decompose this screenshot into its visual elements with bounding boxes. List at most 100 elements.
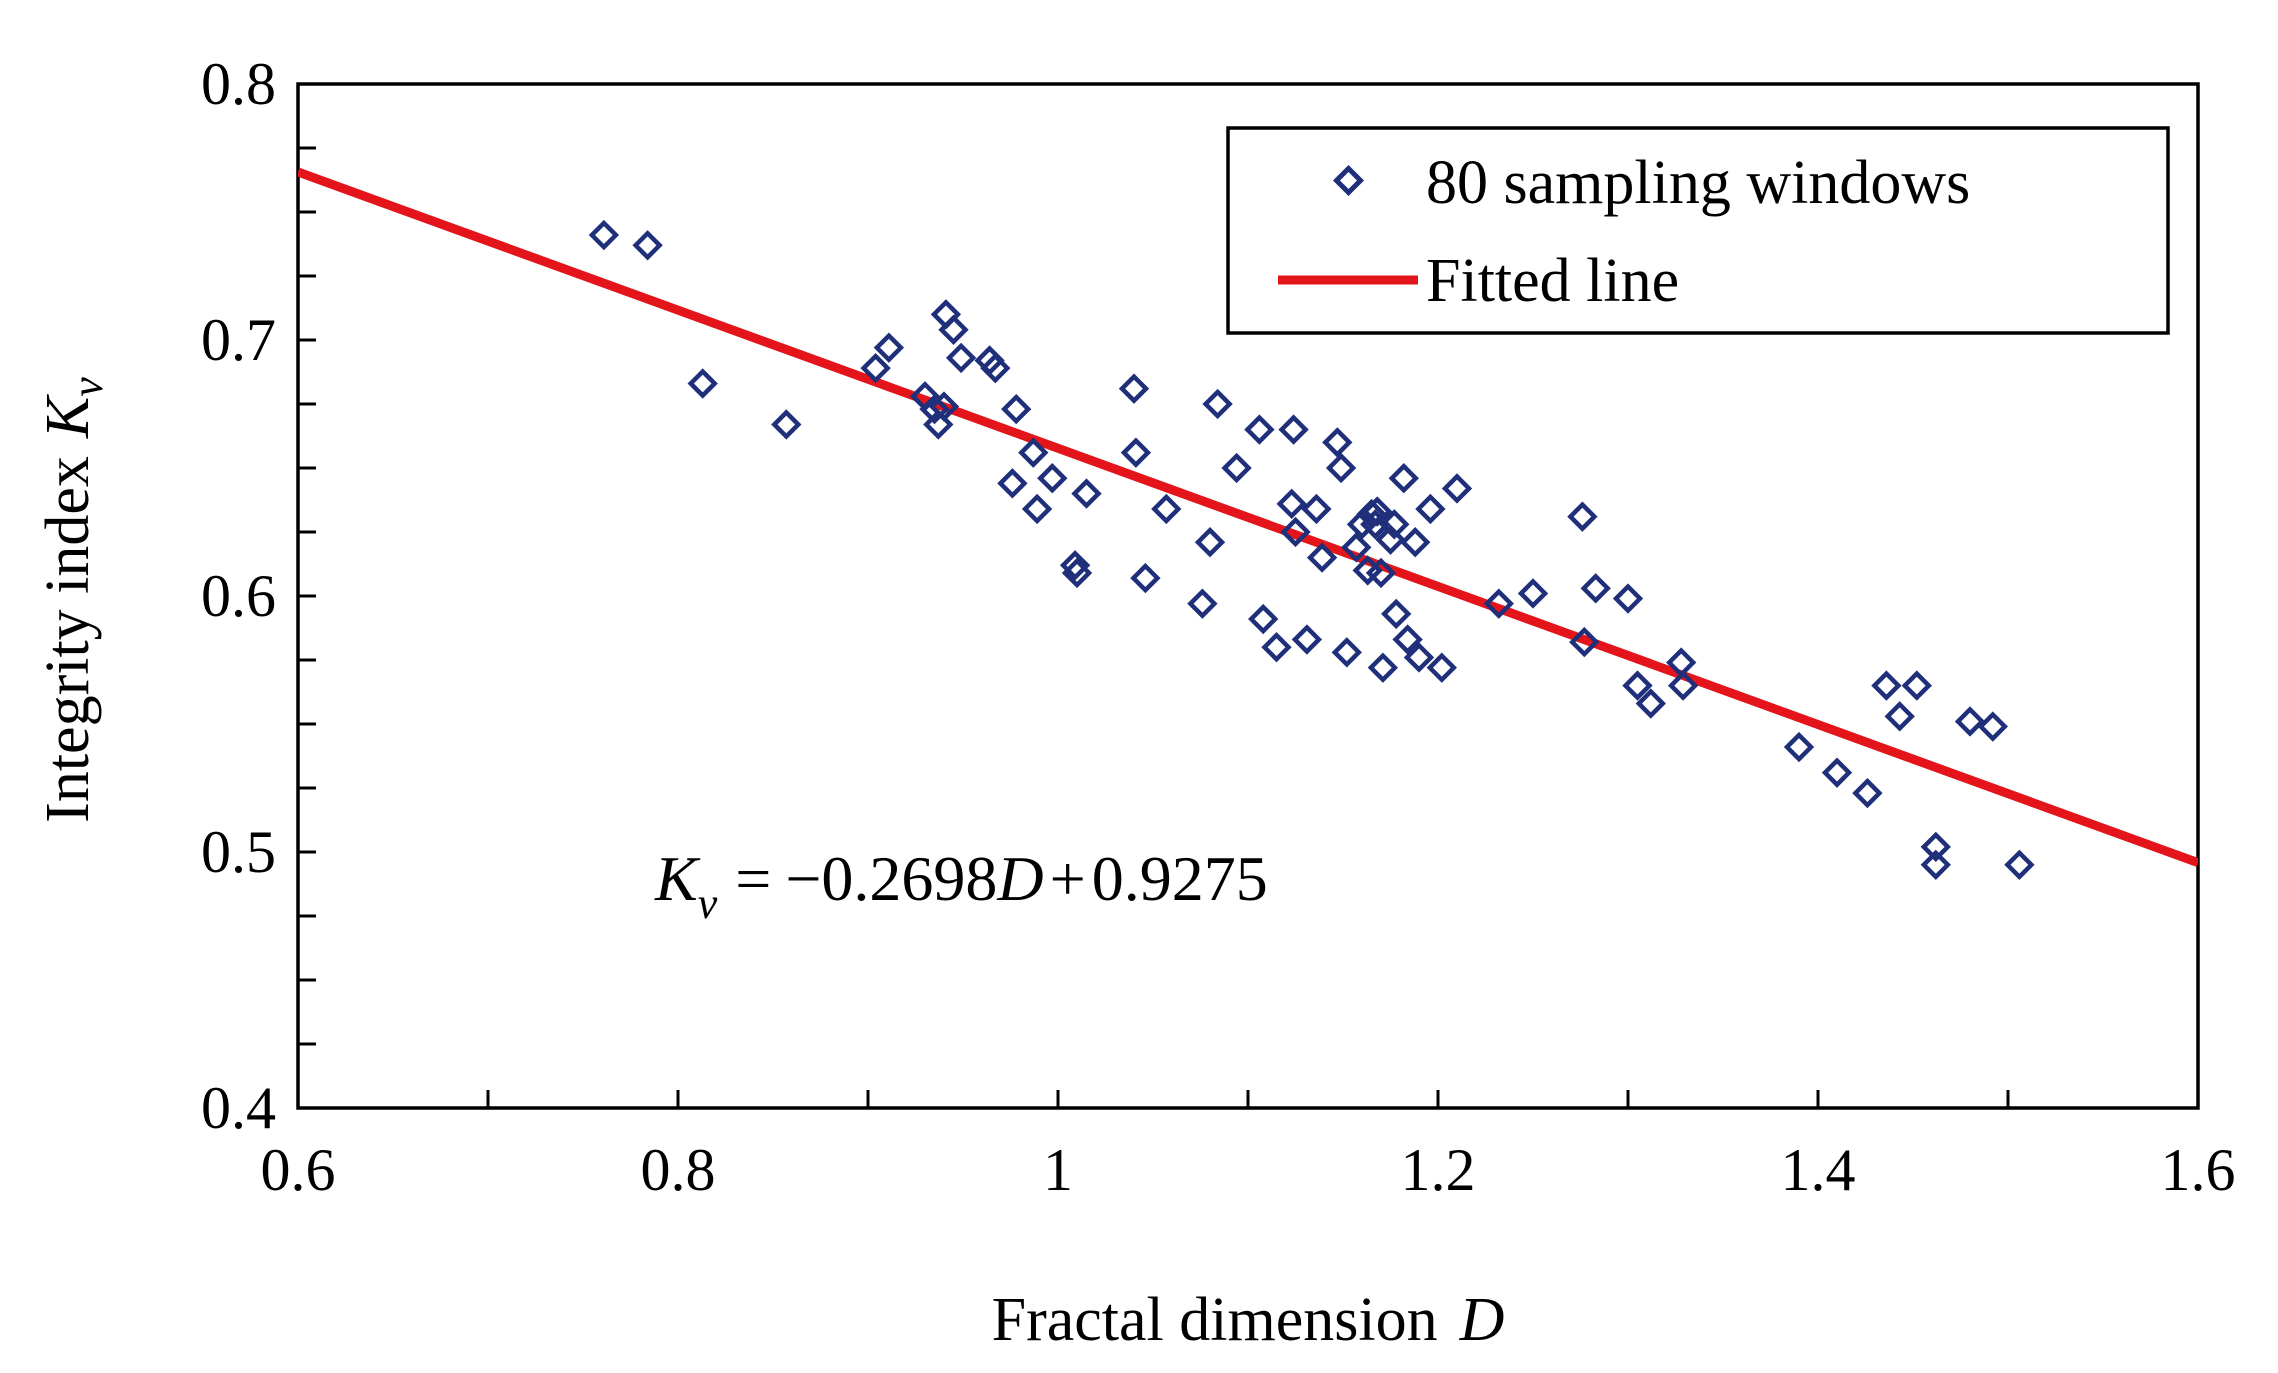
eq-equals: =: [735, 843, 771, 914]
eq-lhs: K: [654, 843, 701, 914]
data-point: [873, 332, 905, 363]
data-point: [1280, 516, 1311, 548]
data-point: [1884, 701, 1915, 732]
y-axis-ticks: 0.4 0.5 0.6 0.7 0.8: [201, 51, 316, 1141]
eq-plus: +: [1050, 843, 1086, 914]
data-point: [1567, 501, 1598, 532]
data-point: [919, 393, 950, 425]
data-point: [1331, 637, 1362, 668]
data-point: [1130, 562, 1161, 594]
x-tick-label: 1: [1043, 1137, 1073, 1203]
data-point: [1221, 452, 1252, 484]
scatter-points: [588, 219, 2035, 880]
data-point: [923, 409, 954, 440]
data-point: [1517, 578, 1549, 609]
data-point: [1301, 493, 1332, 525]
data-point: [1018, 437, 1049, 468]
data-point: [1415, 493, 1446, 525]
data-point: [1379, 509, 1410, 540]
y-tick-label: 0.4: [201, 1075, 276, 1141]
data-point: [1037, 463, 1068, 494]
data-point: [1261, 632, 1292, 663]
data-point: [1375, 524, 1406, 555]
data-point: [980, 352, 1011, 384]
y-tick-label: 0.7: [201, 307, 276, 373]
data-point: [1325, 452, 1357, 484]
fitted-line: [298, 167, 2198, 867]
data-point: [771, 409, 802, 440]
fit-equation: Kv = −0.2698D+0.9275: [654, 843, 1268, 928]
data-point: [1248, 603, 1279, 635]
data-point: [997, 468, 1028, 499]
legend-scatter-label: 80 sampling windows: [1426, 149, 1970, 217]
data-point: [1120, 437, 1152, 468]
data-point: [1202, 388, 1233, 420]
x-tick-label: 1.6: [2161, 1137, 2236, 1203]
data-point: [928, 391, 960, 422]
data-point: [1569, 626, 1600, 658]
data-point: [1426, 652, 1457, 683]
x-axis-title: Fractal dimension D: [992, 1286, 1505, 1354]
data-point: [1388, 463, 1419, 494]
data-point: [1392, 624, 1423, 655]
y-tick-label: 0.5: [201, 819, 276, 885]
data-point: [1920, 849, 1951, 880]
x-tick-label: 0.6: [261, 1137, 336, 1203]
eq-lhs-sub: v: [698, 879, 718, 928]
legend-box: [1226, 126, 2170, 335]
data-point: [1483, 588, 1514, 619]
y-axis-title: Integrity indexKv: [34, 377, 112, 823]
data-point: [1400, 527, 1431, 558]
x-tick-label: 0.8: [641, 1137, 716, 1203]
data-point: [1381, 598, 1412, 630]
data-point: [632, 230, 663, 261]
data-point: [1001, 393, 1032, 425]
data-point: [1244, 414, 1275, 445]
data-point: [1365, 557, 1397, 589]
data-point: [860, 352, 891, 384]
legend-scatter-marker: [1332, 164, 1365, 197]
x-tick-label: 1.2: [1401, 1137, 1476, 1203]
eq-const: 0.9275: [1092, 843, 1268, 914]
legend-line-label: Fitted line: [1426, 247, 1679, 315]
data-point: [1187, 588, 1218, 619]
data-point: [1622, 670, 1653, 701]
data-point: [1021, 493, 1053, 525]
data-point: [1954, 706, 1986, 737]
data-point: [1362, 496, 1393, 527]
data-point: [1920, 831, 1951, 863]
data-point: [1580, 573, 1611, 604]
data-point: [1871, 670, 1902, 701]
data-point: [1194, 527, 1226, 558]
data-point: [1276, 488, 1307, 520]
data-point: [1852, 777, 1883, 809]
y-tick-label: 0.8: [201, 51, 276, 117]
data-point: [1059, 550, 1091, 581]
eq-var: D: [996, 843, 1043, 914]
data-point: [1071, 478, 1102, 509]
x-axis-ticks: 0.6 0.8 1 1.2 1.4 1.6: [261, 1090, 2236, 1203]
data-point: [1977, 711, 2008, 742]
data-point: [2004, 849, 2035, 880]
y-tick-label: 0.6: [201, 563, 276, 629]
data-point: [1635, 688, 1666, 719]
data-point: [1291, 624, 1323, 655]
data-point: [1151, 493, 1182, 525]
data-point: [1403, 642, 1435, 673]
data-point: [1322, 427, 1353, 458]
data-point: [1367, 652, 1399, 683]
data-point: [945, 342, 977, 374]
legend: 80 sampling windows Fitted line: [1226, 126, 2170, 335]
data-point: [1118, 373, 1150, 404]
data-point: [1783, 731, 1815, 763]
data-point: [1278, 414, 1309, 445]
data-point: [1061, 557, 1093, 589]
data-point: [1821, 757, 1853, 788]
data-point: [687, 368, 718, 399]
data-point: [588, 219, 620, 251]
data-point: [1667, 670, 1699, 701]
data-point: [1441, 473, 1473, 504]
data-point: [1612, 583, 1644, 614]
data-point: [1901, 670, 1932, 701]
